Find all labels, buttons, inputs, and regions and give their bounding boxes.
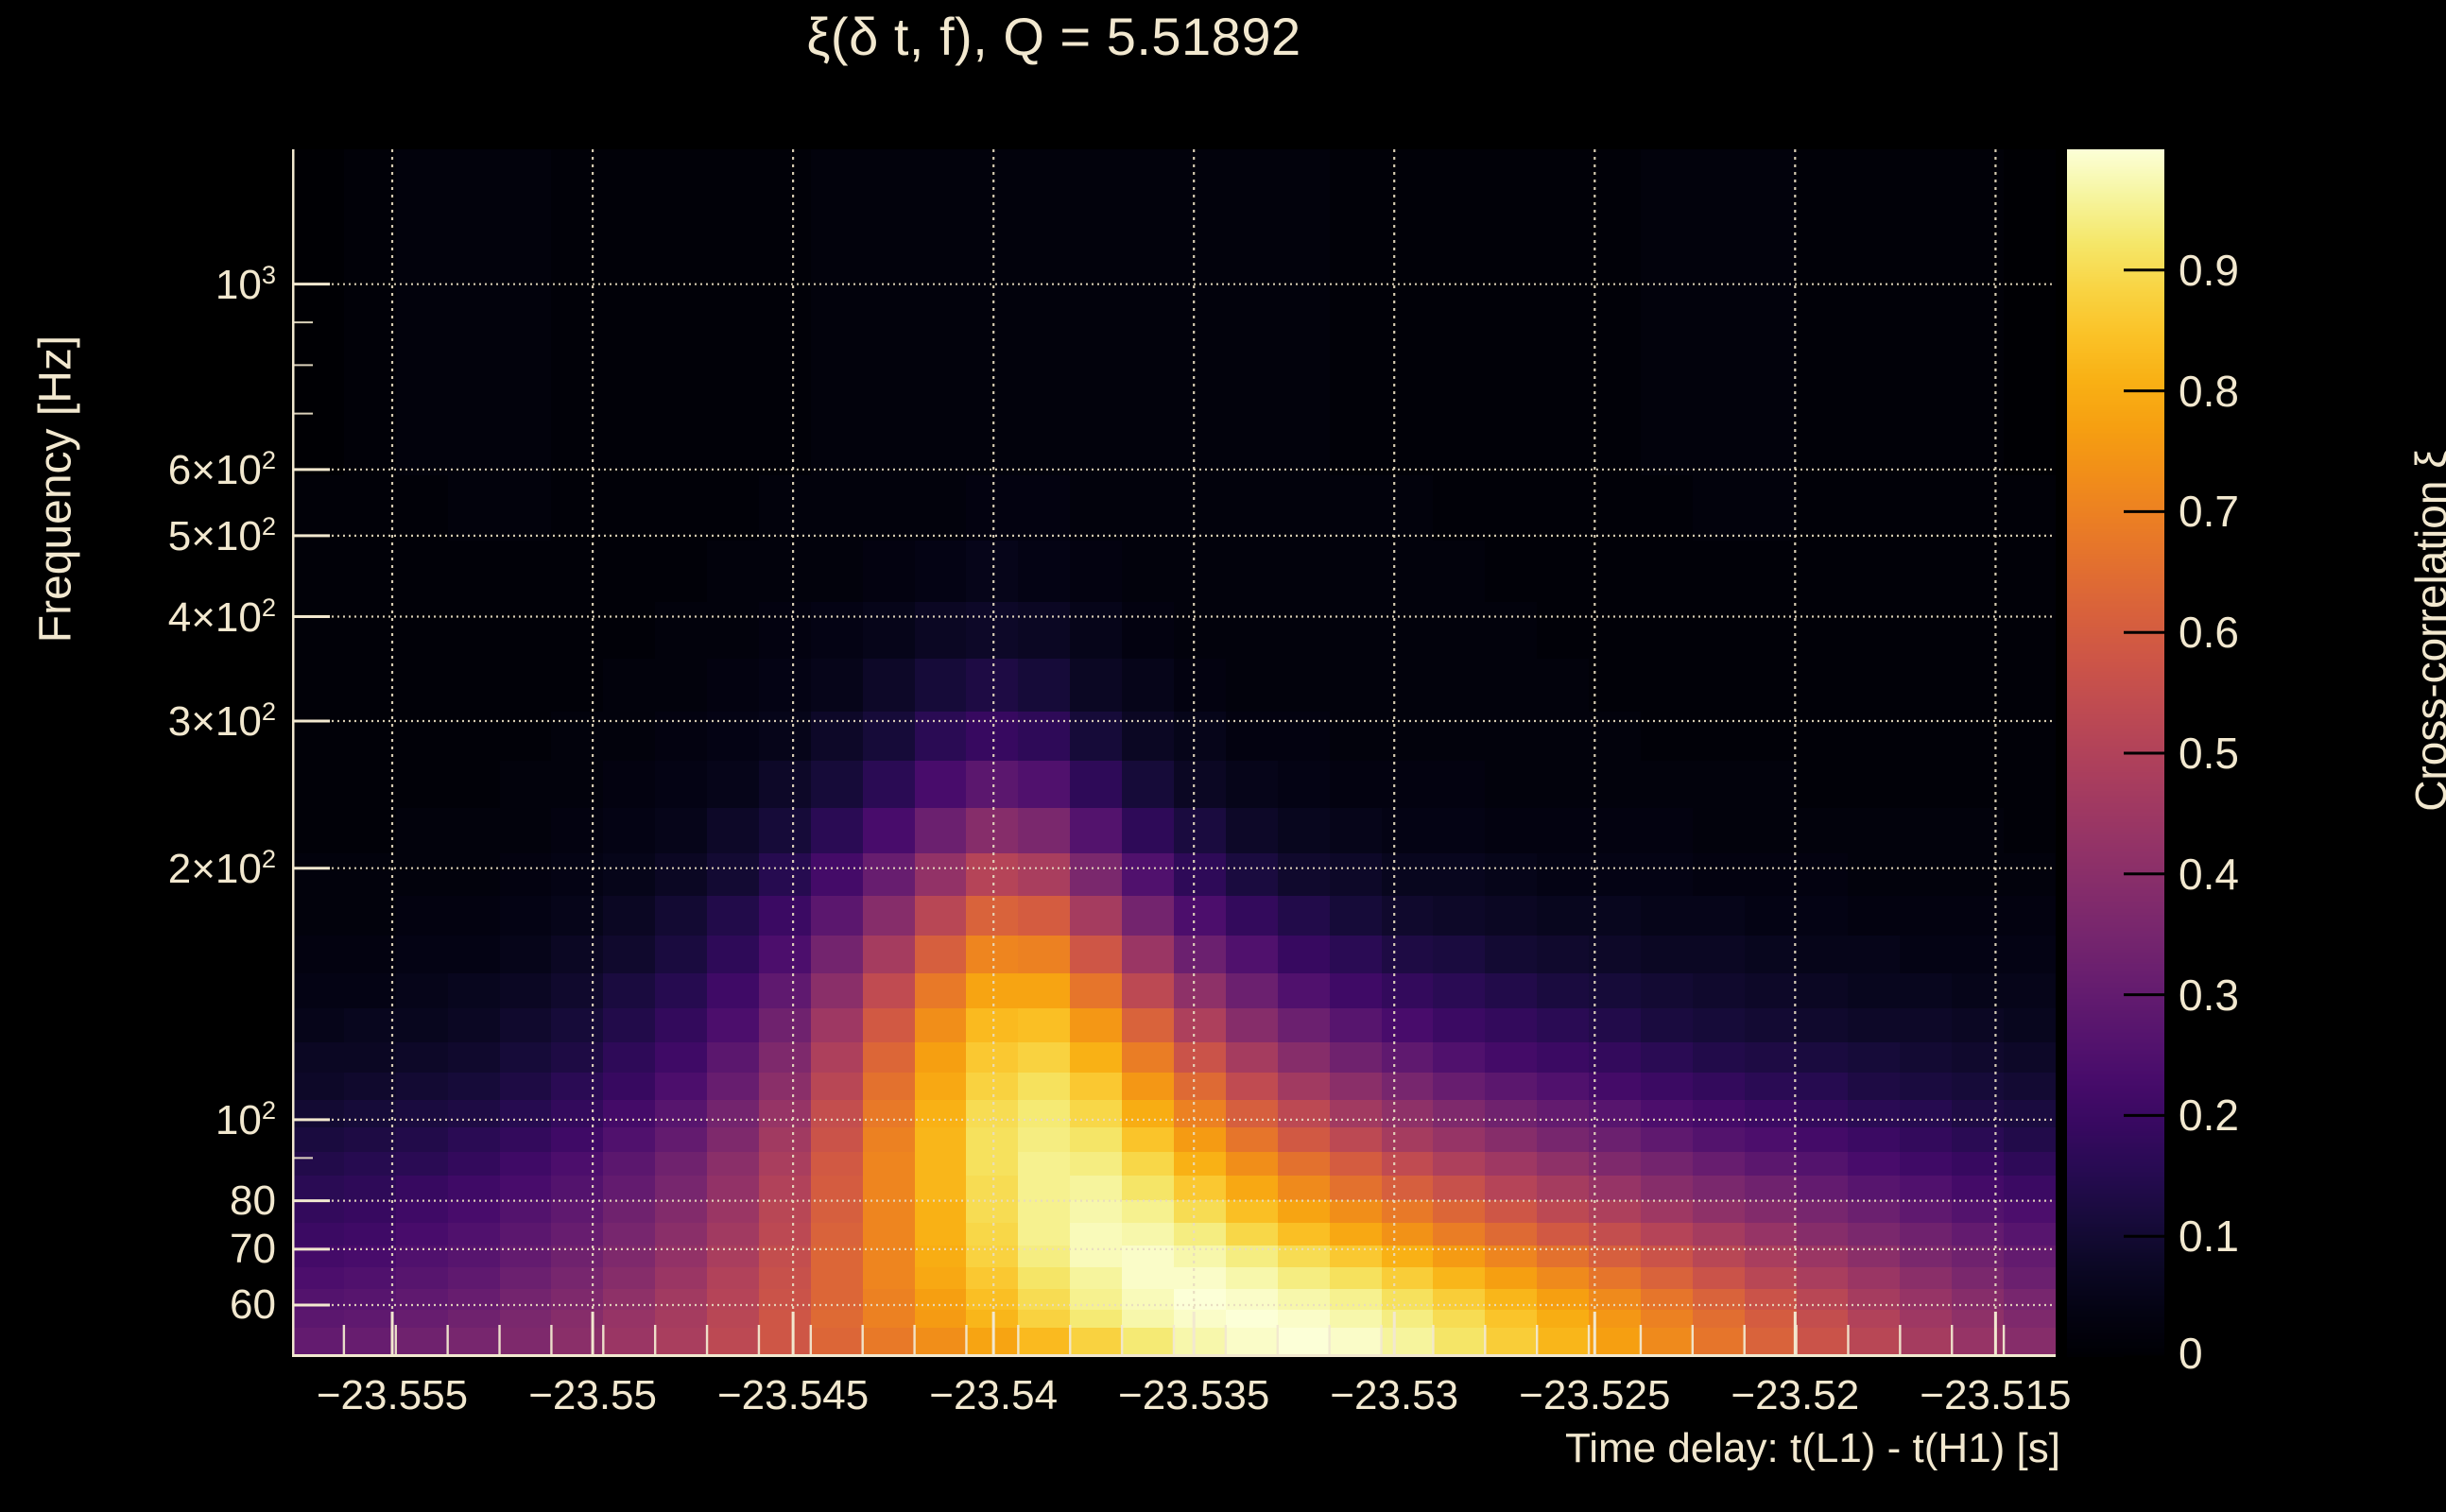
colorbar-tick-label: 0.5 — [2179, 729, 2239, 778]
x-axis-tick-label: −23.545 — [716, 1372, 870, 1418]
colorbar-tick-label: 0.6 — [2179, 608, 2239, 658]
heatmap-plot-area — [292, 149, 2056, 1357]
colorbar-tick-label: 0 — [2179, 1329, 2203, 1378]
colorbar-gradient — [2067, 149, 2164, 1357]
heatmap-canvas — [292, 149, 2056, 1357]
y-axis-tick-labels: 103 6×102 5×102 4×102 3×102 2×102 102 80 70 60 — [0, 149, 276, 1357]
y-axis-tick-label: 5×102 — [167, 511, 276, 559]
y-axis-tick-label: 103 — [215, 259, 276, 308]
colorbar-tick-label: 0.9 — [2179, 245, 2239, 295]
colorbar-tick-label: 0.3 — [2179, 970, 2239, 1020]
colorbar-tick-label: 0.1 — [2179, 1211, 2239, 1262]
x-axis-tick-label: −23.525 — [1519, 1372, 1671, 1418]
y-axis-tick-label: 6×102 — [167, 444, 276, 493]
y-axis-tick-label: 60 — [230, 1281, 276, 1328]
colorbar-tick-label: 0.8 — [2179, 366, 2239, 416]
x-axis-tick-label: −23.515 — [1920, 1372, 2072, 1418]
colorbar-title: Cross-correlation ξ — [2406, 449, 2446, 812]
y-axis-tick-label: 4×102 — [167, 592, 276, 641]
x-axis-tick-label: −23.53 — [1330, 1372, 1459, 1418]
x-axis-tick-labels: −23.555 −23.55 −23.545 −23.54 −23.535 −23.53 −… — [292, 1372, 2072, 1425]
y-axis-tick-label: 70 — [230, 1225, 276, 1272]
colorbar-tick-label: 0.2 — [2179, 1091, 2239, 1141]
x-axis-tick-label: −23.555 — [316, 1372, 469, 1418]
x-axis-tick-label: −23.52 — [1731, 1372, 1860, 1418]
y-axis-tick-label: 80 — [230, 1177, 276, 1224]
y-axis-tick-label: 3×102 — [167, 696, 276, 745]
x-axis-tick-label: −23.55 — [528, 1372, 657, 1418]
y-axis-tick-label: 102 — [215, 1095, 276, 1143]
x-axis-title: Time delay: t(L1) - t(H1) [s] — [1564, 1425, 2060, 1471]
x-axis-tick-label: −23.54 — [929, 1372, 1059, 1418]
colorbar: 0.9 0.8 0.7 0.6 0.5 0.4 0.3 0.2 0.1 0 — [2067, 149, 2239, 1378]
colorbar-tick-label: 0.7 — [2179, 487, 2239, 537]
x-axis-tick-label: −23.535 — [1118, 1372, 1270, 1418]
colorbar-tick-label: 0.4 — [2179, 849, 2239, 899]
page-title: ξ(δ t, f), Q = 5.51892 — [806, 7, 1301, 66]
y-axis-tick-label: 2×102 — [167, 843, 276, 892]
y-axis-title: Frequency [Hz] — [30, 335, 81, 644]
